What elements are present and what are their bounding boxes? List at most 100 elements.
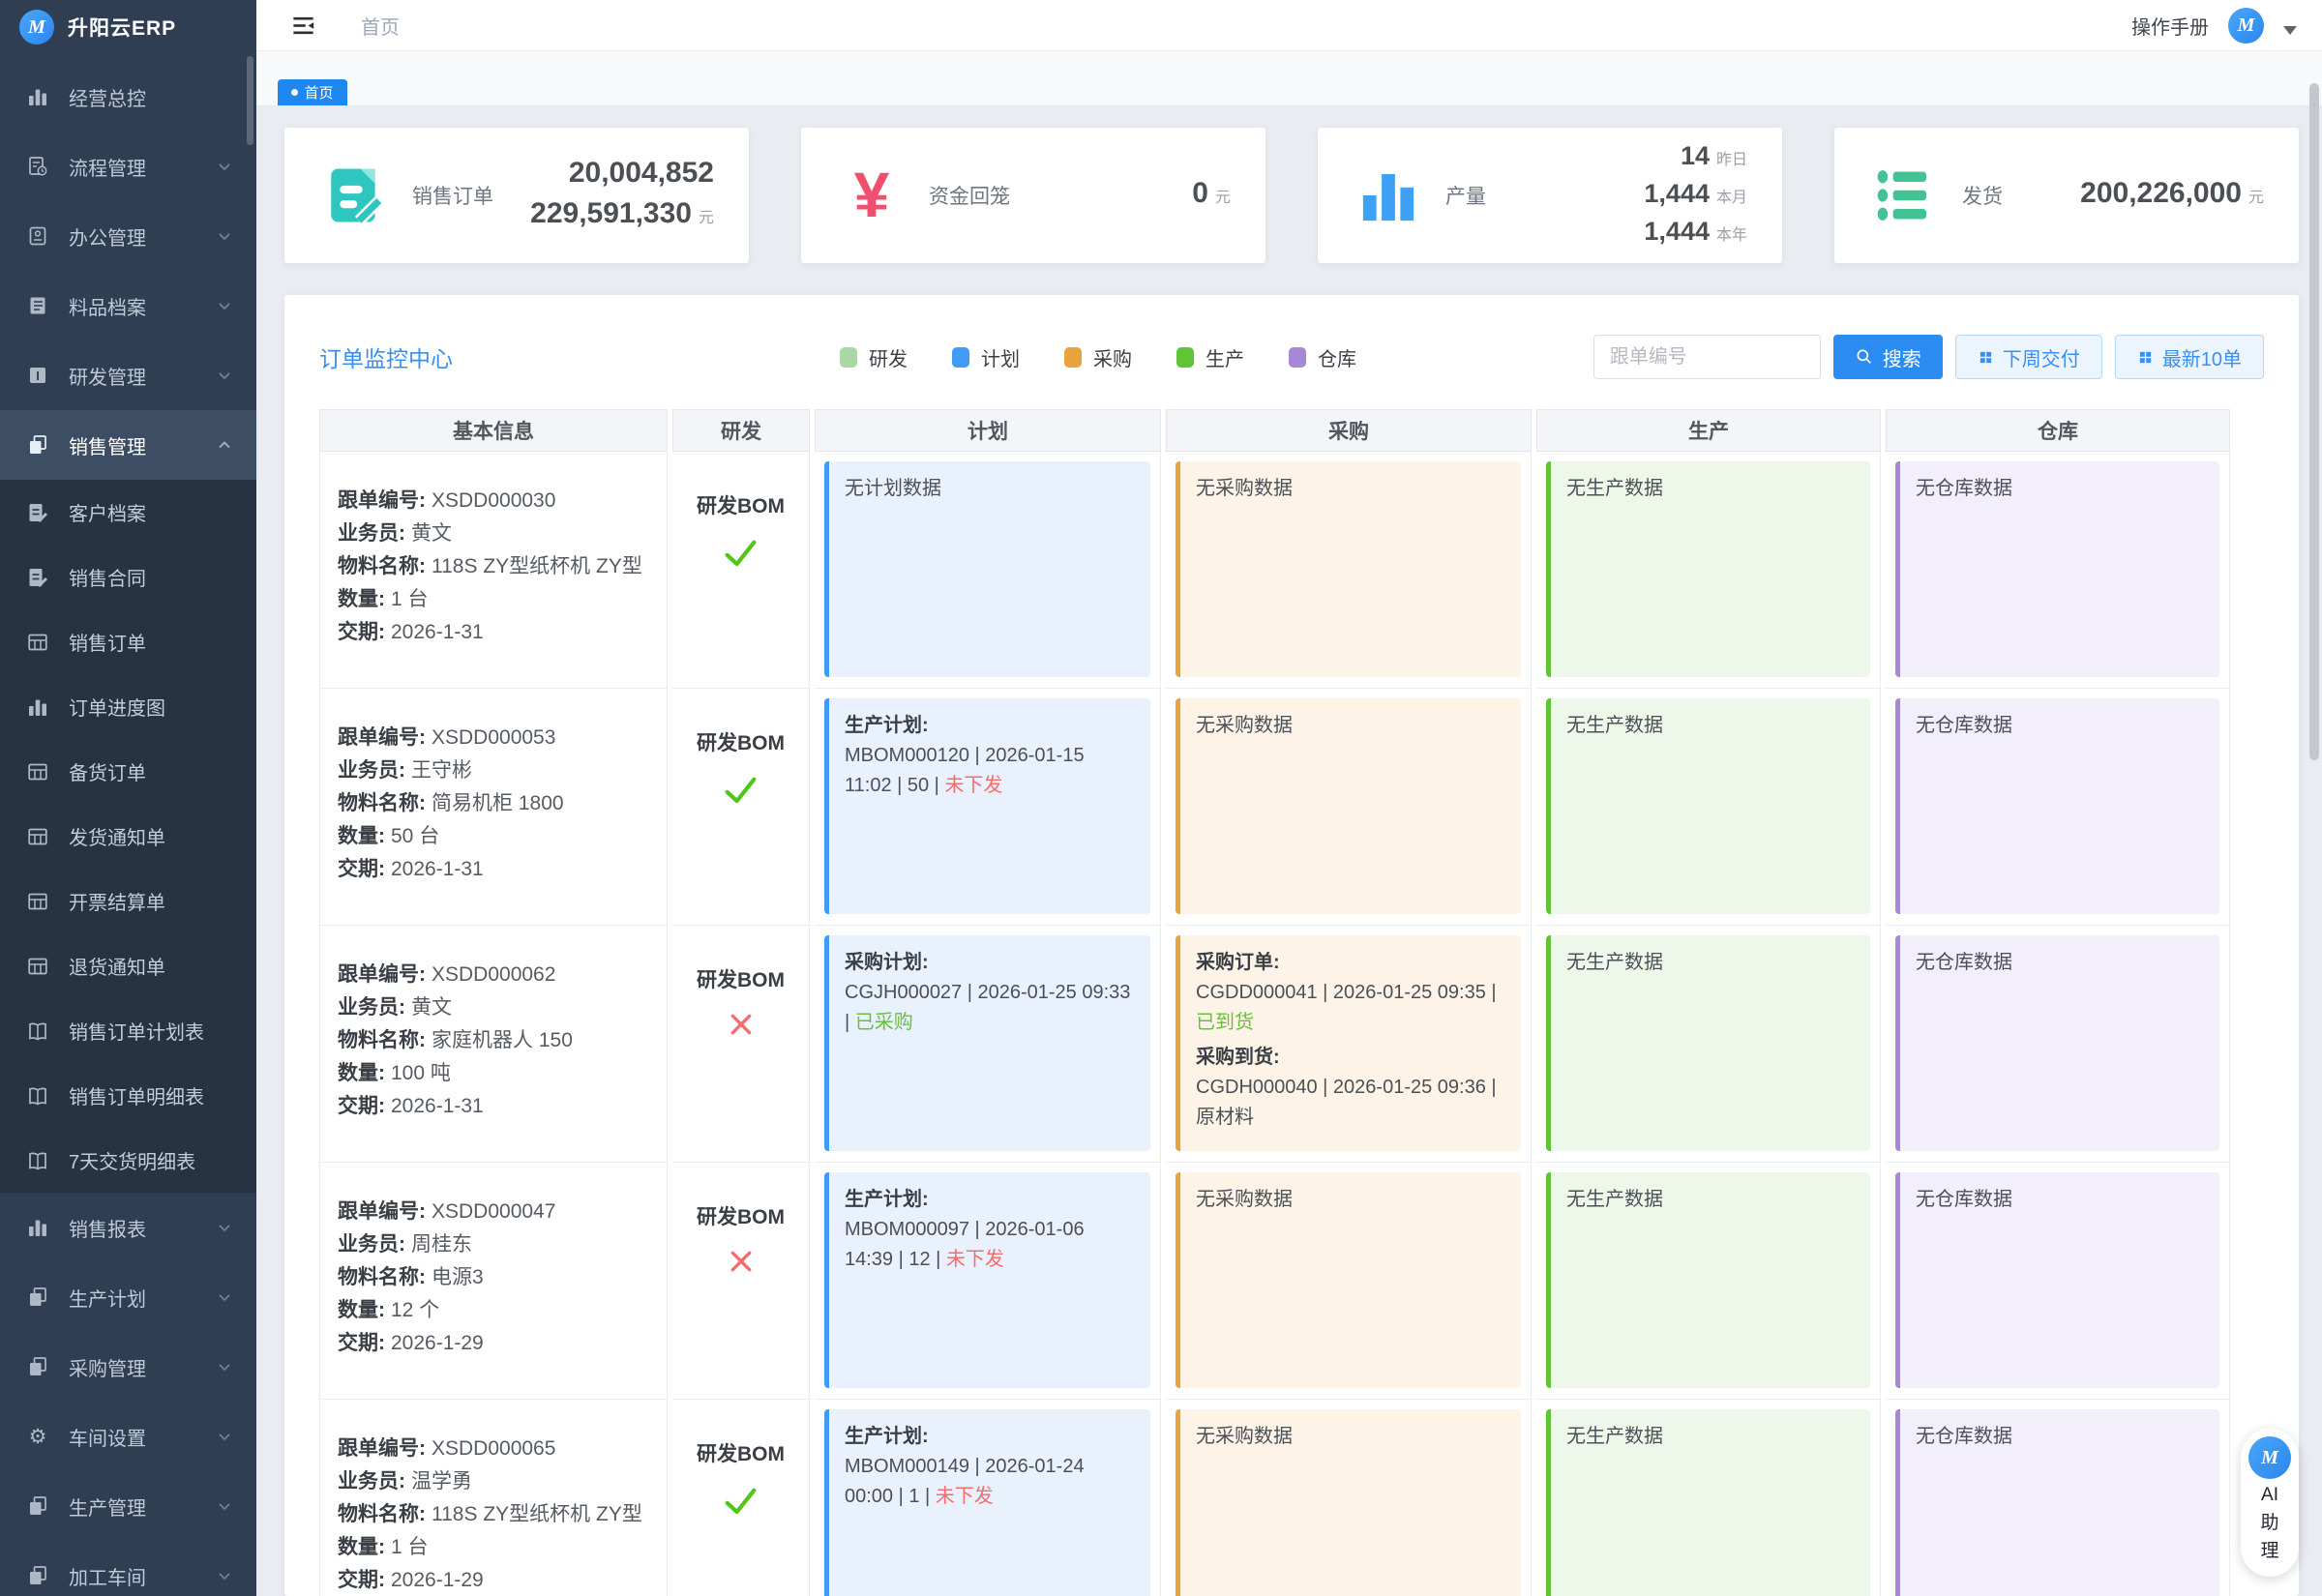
search-input[interactable] [1593,335,1821,379]
search-button[interactable]: 搜索 [1832,335,1943,379]
order-table-body: 跟单编号: XSDD000030 业务员: 黄文 物料名称: 118S ZY型纸杯机 ZY… [319,452,2264,1596]
sidebar-item[interactable]: 销售管理 [0,410,256,480]
column-header: 基本信息 [319,409,668,452]
stat-card[interactable]: 产量 14 昨日 1,444 本月 1,444 本年 [1318,128,1782,263]
sidebar-item[interactable]: 客户档案 [0,480,256,545]
sidebar-item-label: 发货通知单 [69,828,165,849]
sidebar-item[interactable]: 开票结算单 [0,869,256,933]
page-scrollbar[interactable] [2309,83,2319,760]
sidebar-item-label: 办公管理 [69,227,146,250]
sidebar-scrollbar[interactable] [247,56,253,145]
empty-data-text: 无计划数据 [845,478,941,499]
sidebar-item[interactable]: 销售订单 [0,609,256,674]
plan-card: 生产计划: MBOM000149 | 2026-01-24 00:00 | 1 |… [824,1409,1150,1596]
sidebar-item[interactable]: 流程管理 [0,132,256,201]
sidebar-item[interactable]: 采购管理 [0,1332,256,1402]
breadcrumb[interactable]: 首页 [361,16,400,39]
sidebar-item[interactable]: 加工车间 [0,1541,256,1596]
sidebar-item-label: 车间设置 [69,1428,146,1450]
bars-icon [29,89,46,105]
stat-label: 销售订单 [412,186,493,208]
rd-status-cell: 研发BOM [672,1163,810,1400]
sidebar-item[interactable]: 订单进度图 [0,674,256,739]
order-info-cell: 跟单编号: XSDD000053 业务员: 王守彬 物料名称: 简易机柜 1800 数量: 5… [319,689,668,926]
panel-title[interactable]: 订单监控中心 [319,346,453,371]
warehouse-cell: 无仓库数据 [1886,926,2230,1163]
logo-icon: M [19,10,54,44]
sidebar-item-label: 销售报表 [69,1219,146,1241]
box-i-icon: I [30,368,45,383]
pages-icon [30,1287,46,1306]
legend: 研发 计划 采购 生产 仓库 [840,343,1356,371]
legend-swatch-icon [1289,346,1306,368]
status-badge: 未下发 [935,1486,994,1507]
rd-status-cell: 研发BOM [672,689,810,926]
next-week-delivery-button[interactable]: 下周交付 [1954,335,2102,379]
sidebar-item[interactable]: 经营总控 [0,62,256,132]
sidebar-item[interactable]: 生产管理 [0,1471,256,1541]
manual-link[interactable]: 操作手册 [2131,16,2209,39]
check-icon [725,540,757,567]
production-cell: 无生产数据 [1536,452,1881,689]
user-avatar[interactable]: M [2228,7,2264,44]
sidebar-item[interactable]: ⚙ 车间设置 [0,1402,256,1471]
empty-data-text: 无采购数据 [1196,715,1293,736]
sidebar-item[interactable]: 销售合同 [0,545,256,609]
sidebar-item[interactable]: 备货订单 [0,739,256,804]
empty-data-text: 无生产数据 [1566,1426,1663,1447]
user-menu-caret-icon[interactable] [2283,25,2297,35]
status-entry: 采购计划: CGJH000027 | 2026-01-25 09:33 | 已采购 [845,952,1131,1033]
collapse-menu-icon[interactable] [290,13,316,39]
plan-card: 无计划数据 [824,461,1150,677]
latest-10-orders-button[interactable]: 最新10单 [2114,335,2264,379]
ai-assistant-button[interactable]: M AI 助 理 [2241,1429,2299,1577]
sidebar-item[interactable]: 销售报表 [0,1193,256,1262]
empty-data-text: 无采购数据 [1196,1189,1293,1210]
tab-home[interactable]: 首页 [278,79,347,105]
x-icon [672,1246,809,1282]
sidebar: M 升阳云ERP 经营总控流程管理办公管理料品档案 I 研发管理 销售管理客户档案销售… [0,0,256,1596]
sidebar-item[interactable]: I 研发管理 [0,340,256,410]
sidebar-item-label: 客户档案 [69,504,146,525]
plan-card: 生产计划: MBOM000120 | 2026-01-15 11:02 | 50 … [824,698,1150,914]
chevron-down-icon [219,1433,230,1441]
app-title: 升阳云ERP [68,17,177,40]
chevron-up-icon [219,441,230,448]
empty-data-text: 无生产数据 [1566,478,1663,499]
warehouse-card: 无仓库数据 [1895,1409,2219,1596]
warehouse-card: 无仓库数据 [1895,1172,2219,1388]
sidebar-item[interactable]: 办公管理 [0,201,256,271]
sidebar-item[interactable]: 退货通知单 [0,933,256,998]
sidebar-item-label: 采购管理 [69,1358,146,1380]
stat-card[interactable]: 销售订单 20,004,852 229,591,330 元 [284,128,749,263]
grid-icon [28,958,47,974]
empty-data-text: 无仓库数据 [1916,715,2012,736]
sidebar-item-label: 销售订单计划表 [69,1022,204,1044]
chevron-down-icon [219,1294,230,1302]
order-info-line: 数量: 100 吨 [338,1062,451,1084]
bars-stat-icon [1356,163,1420,227]
order-info-line: 业务员: 王守彬 [338,759,472,782]
rd-bom-label: 研发BOM [697,1206,785,1228]
sidebar-item-label: 加工车间 [69,1567,146,1589]
status-badge: 已到货 [1196,1012,1254,1033]
search-icon [1857,349,1871,364]
empty-data-text: 无生产数据 [1566,952,1663,973]
sidebar-item[interactable]: 7天交货明细表 [0,1128,256,1193]
legend-label: 仓库 [1318,348,1356,370]
legend-label: 计划 [981,348,1020,370]
empty-data-text: 无仓库数据 [1916,478,2012,499]
empty-data-text: 无仓库数据 [1916,952,2012,973]
rd-status-cell: 研发BOM [672,452,810,689]
sidebar-item-label: 流程管理 [69,158,146,180]
sidebar-item-label: 生产管理 [69,1497,146,1520]
sidebar-item[interactable]: 生产计划 [0,1262,256,1332]
ai-assistant-icon: M [2248,1436,2291,1479]
sidebar-item[interactable]: 料品档案 [0,271,256,340]
sidebar-item[interactable]: 销售订单计划表 [0,998,256,1063]
sidebar-item[interactable]: 发货通知单 [0,804,256,869]
sidebar-item[interactable]: 销售订单明细表 [0,1063,256,1128]
plan-card: 生产计划: MBOM000097 | 2026-01-06 14:39 | 12 … [824,1172,1150,1388]
stat-card[interactable]: 发货 200,226,000 元 [1834,128,2299,263]
stat-card[interactable]: ¥ 资金回笼 0 元 [801,128,1265,263]
